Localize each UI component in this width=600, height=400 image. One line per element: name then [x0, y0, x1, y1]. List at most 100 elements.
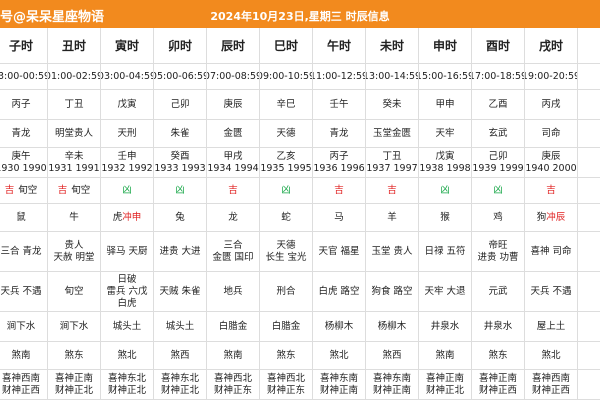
cell-line: 牛: [69, 212, 79, 224]
table-cell: 天刑: [101, 120, 154, 148]
cell-text: 司命: [541, 127, 561, 139]
cell-line: 日破: [117, 273, 137, 285]
table-cell: 煞南: [0, 342, 48, 370]
table-cell-partial: [578, 178, 600, 204]
table-cell: 13:00-14:59: [366, 64, 419, 90]
table-cell: 天德: [260, 120, 313, 148]
cell-text: 玄武: [488, 127, 508, 139]
cell-line: 戊寅: [435, 150, 455, 162]
table-cell: 己卯 1939 1999: [472, 148, 525, 178]
cell-text: 朱雀: [170, 127, 190, 139]
cell-line: 1936 1996: [313, 162, 365, 174]
table-cell: 玄武: [472, 120, 525, 148]
cell-text: 井泉水: [430, 320, 460, 332]
cell-line: 庚辰: [541, 150, 561, 162]
table-cell: 羊: [366, 204, 419, 232]
table-cell: 05:00-06:59: [154, 64, 207, 90]
animal: 鸡: [493, 211, 503, 223]
cell-text: 井泉水: [483, 320, 513, 332]
cell-line: 1931 1991: [48, 162, 100, 174]
animal: 蛇: [281, 211, 291, 223]
cell-line: 地兵: [223, 285, 243, 297]
cell-text: 涧下水: [59, 320, 89, 332]
cell-line: 1932 1992: [101, 162, 153, 174]
cell-line: 驿马 天厨: [106, 245, 148, 257]
animal: 马: [334, 211, 344, 223]
table-cell: 壬午: [313, 90, 366, 120]
luck: 凶: [493, 184, 503, 196]
cell-line: 凶: [281, 185, 291, 197]
table-cell-partial: [578, 148, 600, 178]
table-cell: 辛巳: [260, 90, 313, 120]
table-cell: 子时: [0, 28, 48, 64]
table-cell: 吉旬空: [0, 178, 48, 204]
table-cell-partial: [578, 272, 600, 312]
cell-line: 丁丑: [382, 150, 402, 162]
cell-line: 乙亥: [276, 150, 296, 162]
cell-text: 子时: [8, 38, 33, 53]
luck: 吉: [4, 184, 15, 196]
cell-text: 白腊金: [271, 320, 301, 332]
table-cell: 喜神东北 财神正北: [101, 370, 154, 400]
cell-text: 煞南: [11, 349, 31, 361]
table-cell: 凶: [154, 178, 207, 204]
table-cell: 白虎 路空: [313, 272, 366, 312]
cell-text: 煞西: [170, 349, 190, 361]
cell-text: 戌时: [538, 38, 563, 53]
table-cell: 甲申: [419, 90, 472, 120]
cell-line: 丙子: [329, 150, 349, 162]
animal: 狗: [536, 211, 547, 223]
table-cell: 玉堂金匮: [366, 120, 419, 148]
luck: 凶: [175, 184, 185, 196]
cell-line: 1935 1995: [260, 162, 312, 174]
table-cell: 天兵 不遇: [0, 272, 48, 312]
table-cell: 凶: [419, 178, 472, 204]
cell-line: 吉: [546, 185, 556, 197]
cell-line: 天德: [276, 239, 296, 251]
cell-text: 杨柳木: [324, 320, 354, 332]
cell-text: 23:00-00:59: [0, 70, 48, 82]
table-cell: 09:00-10:59: [260, 64, 313, 90]
cell-line: 进贵 大进: [159, 245, 201, 257]
cell-text: 煞北: [329, 349, 349, 361]
cell-line: 财神正东: [266, 384, 305, 396]
cell-text: 乙酉: [488, 98, 508, 110]
luck: 凶: [122, 184, 132, 196]
cell-line: 喜神正南: [54, 372, 93, 384]
cell-line: 辛未: [64, 150, 84, 162]
table-cell: 酉时: [472, 28, 525, 64]
cell-text: 煞东: [488, 349, 508, 361]
page-title: 2024年10月23日,星期三 时辰信息: [210, 10, 390, 23]
table-cell: 煞东: [472, 342, 525, 370]
table-cell: 03:00-04:59: [101, 64, 154, 90]
cell-line: 三合: [223, 239, 243, 251]
table-cell: 三合 青龙: [0, 232, 48, 272]
cell-line: 1934 1994: [207, 162, 259, 174]
cell-line: 羊: [387, 212, 397, 224]
table-cell: 煞东: [260, 342, 313, 370]
cell-line: 喜神东南: [319, 372, 358, 384]
cell-line: 吉旬空: [58, 185, 91, 197]
table-cell: 朱雀: [154, 120, 207, 148]
table-cell: 戌时: [525, 28, 578, 64]
cell-line: 财神正北: [54, 384, 93, 396]
table-cell-partial: [578, 342, 600, 370]
table-cell: 煞西: [154, 342, 207, 370]
table-cell: 涧下水: [0, 312, 48, 342]
table-cell: 巳时: [260, 28, 313, 64]
table-cell: 吉: [207, 178, 260, 204]
cell-line: 吉: [228, 185, 238, 197]
table-cell: 地兵: [207, 272, 260, 312]
table-cell: 丁丑 1937 1997: [366, 148, 419, 178]
cell-text: 酉时: [485, 38, 510, 53]
table-cell: 煞北: [101, 342, 154, 370]
cell-line: 天兵 不遇: [0, 285, 42, 297]
cell-text: 巳时: [273, 38, 298, 53]
animal: 牛: [69, 211, 79, 223]
cell-line: 凶: [175, 185, 185, 197]
cell-text: 壬午: [329, 98, 349, 110]
table-cell: 卯时: [154, 28, 207, 64]
cell-line: 癸酉: [170, 150, 190, 162]
table-cell: 丑时: [48, 28, 101, 64]
cell-text: 01:00-02:59: [48, 70, 101, 82]
